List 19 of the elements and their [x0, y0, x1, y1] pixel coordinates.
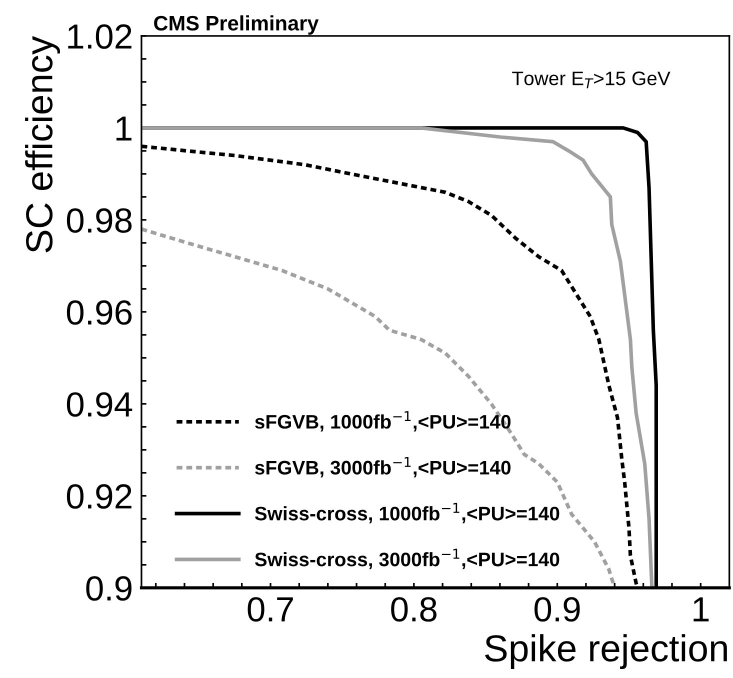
- y-tick-label: 0.94: [66, 392, 132, 417]
- legend-label: Swiss-cross, 1000fb$^{−1}$,<PU>=140: [254, 502, 560, 524]
- legend-label: Swiss-cross, 3000fb$^{−1}$,<PU>=140: [254, 548, 560, 570]
- y-tick-label: 0.98: [66, 208, 132, 233]
- y-tick-label: 0.96: [66, 300, 132, 325]
- legend-label: sFGVB, 3000fb$^{−1}$,<PU>=140: [255, 457, 511, 478]
- x-tick-label: 0.7: [248, 597, 293, 622]
- x-tick-label: 0.8: [391, 597, 437, 622]
- y-tick-label: 0.9: [86, 576, 132, 601]
- annotation: Tower E$_{T}$>15 GeV: [512, 72, 670, 88]
- y-tick-label: 0.92: [66, 484, 132, 509]
- x-tick-label: 1: [694, 597, 709, 622]
- x-tick-label: 0.9: [534, 597, 580, 622]
- y-tick-label: 1.02: [68, 24, 132, 49]
- legend-label: sFGVB, 1000fb$^{−1}$,<PU>=140: [255, 411, 511, 432]
- x-axis-title: Spike rejection: [485, 634, 727, 670]
- chart-title: CMS Preliminary: [154, 15, 319, 35]
- y-axis-title: SC efficiency: [25, 36, 60, 252]
- y-tick-label: 1: [116, 116, 132, 140]
